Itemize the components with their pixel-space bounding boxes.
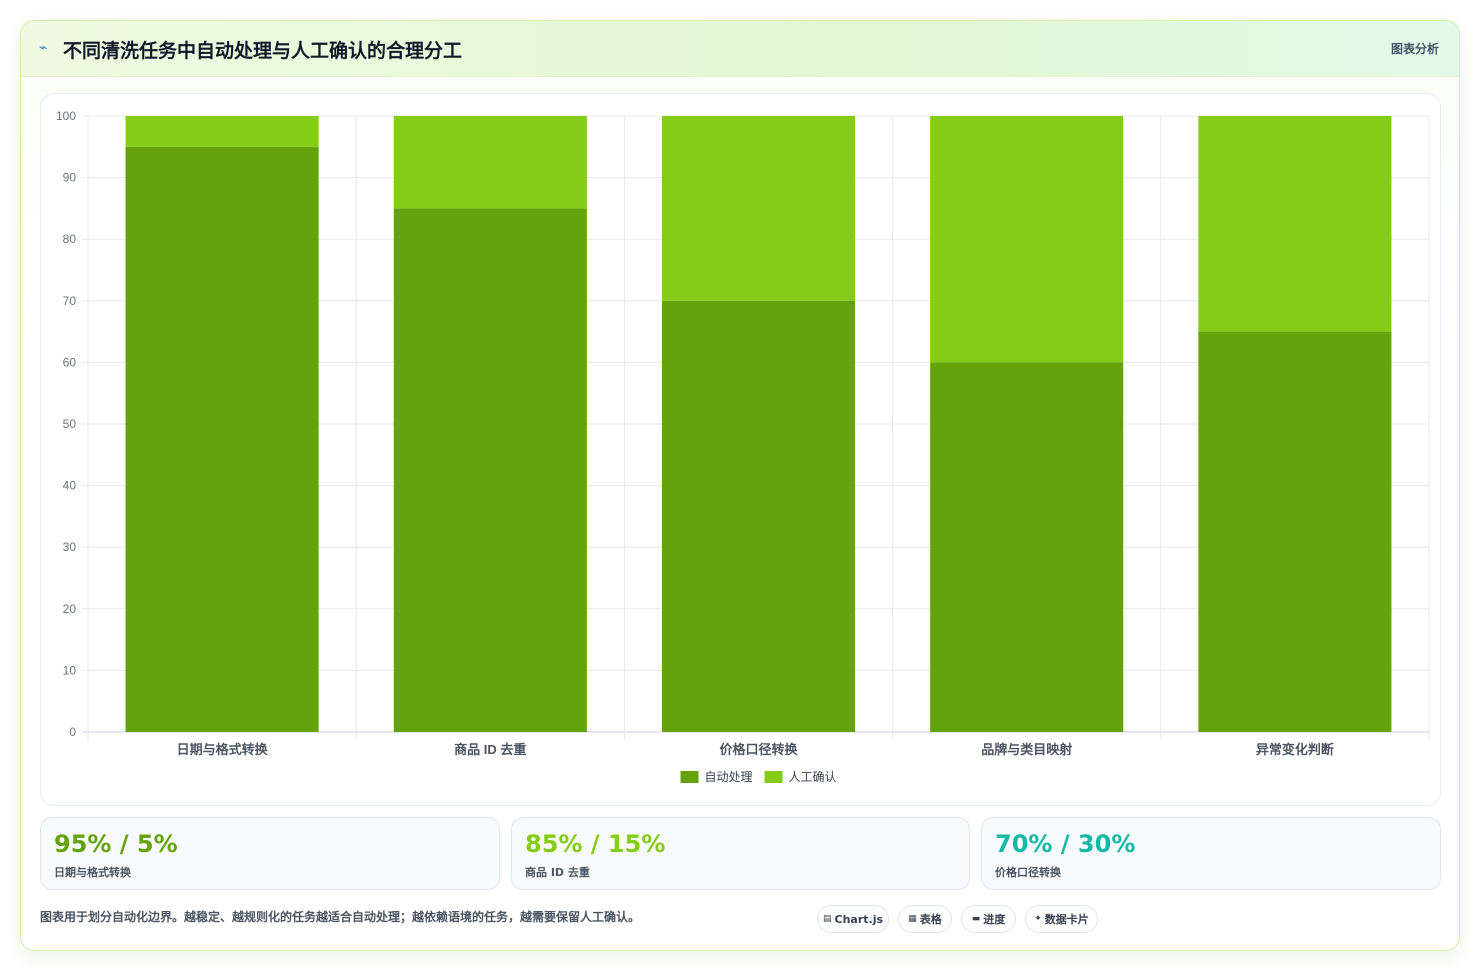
chip-progress[interactable]: ▬ 进度: [961, 905, 1016, 933]
sparkle-icon: ⌁: [39, 40, 48, 56]
stacked-bar-chart: 0 10 20 30 40 50 60 70 80 90 100 日期与格式转换 商品 ID 去重 价格口…: [56, 109, 1430, 784]
x-tick-label: 商品 ID 去重: [454, 742, 526, 757]
legend-swatch: [680, 771, 699, 783]
stat-label: 商品 ID 去重: [525, 866, 590, 879]
chart-card: ⌁ 不同清洗任务中自动处理与人工确认的合理分工 图表分析 0 10 20 30 40 50…: [20, 20, 1460, 951]
bar-segment: [1198, 116, 1392, 332]
chip-label: 表格: [919, 913, 942, 926]
y-tick-label: 60: [63, 355, 77, 369]
y-tick-label: 70: [63, 294, 77, 308]
y-tick-label: 40: [63, 479, 77, 493]
x-tick-label: 异常变化判断: [1256, 742, 1334, 757]
footnote: 图表用于划分自动化边界。越稳定、越规则化的任务越适合自动处理；越依赖语境的任务，…: [40, 910, 641, 924]
y-tick-label: 10: [63, 663, 77, 677]
card-icon: ✦: [1034, 914, 1042, 924]
bar-segment: [1198, 331, 1392, 732]
chip-label: Chart.js: [834, 912, 884, 926]
chip-chartjs[interactable]: ▤ Chart.js: [817, 905, 889, 933]
bar-segment: [125, 146, 319, 733]
bar-segment: [930, 116, 1124, 363]
legend-swatch: [764, 771, 783, 783]
stat-label: 价格口径转换: [995, 866, 1061, 879]
stat-card-1: 95% / 5% 日期与格式转换: [40, 817, 500, 890]
progress-icon: ▬: [971, 914, 981, 924]
bar-segment: [393, 116, 587, 209]
y-tick-label: 20: [63, 602, 77, 616]
chart-icon: ▤: [822, 914, 832, 924]
y-tick-label: 90: [63, 171, 77, 185]
chip-label: 进度: [983, 913, 1006, 926]
x-tick-label: 日期与格式转换: [177, 742, 269, 757]
stat-card-3: 70% / 30% 价格口径转换: [981, 817, 1441, 890]
legend-label: 自动处理: [705, 770, 753, 784]
table-icon: ▦: [908, 914, 917, 924]
card-header: ⌁ 不同清洗任务中自动处理与人工确认的合理分工 图表分析: [21, 21, 1459, 77]
bar-segment: [393, 208, 587, 732]
y-tick-label: 0: [69, 725, 76, 739]
y-tick-label: 50: [63, 417, 77, 431]
chart-panel: 0 10 20 30 40 50 60 70 80 90 100 日期与格式转换 商品 ID 去重 价格口…: [40, 93, 1441, 806]
x-tick-label: 价格口径转换: [719, 742, 798, 757]
stat-value: 95% / 5%: [54, 830, 178, 858]
stat-label: 日期与格式转换: [54, 866, 131, 879]
x-tick-label: 品牌与类目映射: [981, 742, 1072, 757]
bar-segment: [125, 116, 319, 147]
chip-data-card[interactable]: ✦ 数据卡片: [1025, 905, 1098, 933]
chip-table[interactable]: ▦ 表格: [898, 905, 952, 933]
bar-segment: [661, 300, 856, 732]
stat-value: 70% / 30%: [995, 830, 1136, 858]
stat-value: 85% / 15%: [525, 830, 666, 858]
bar-segment: [661, 116, 856, 301]
stat-card-2: 85% / 15% 商品 ID 去重: [511, 817, 970, 890]
header-tag: 图表分析: [1390, 42, 1439, 56]
y-tick-label: 80: [63, 232, 77, 246]
y-tick-label: 100: [56, 109, 76, 123]
y-tick-label: 30: [63, 540, 77, 554]
chip-label: 数据卡片: [1044, 913, 1089, 926]
bar-segment: [930, 362, 1124, 732]
chart-title: 不同清洗任务中自动处理与人工确认的合理分工: [63, 40, 463, 62]
legend-label: 人工确认: [789, 770, 837, 784]
